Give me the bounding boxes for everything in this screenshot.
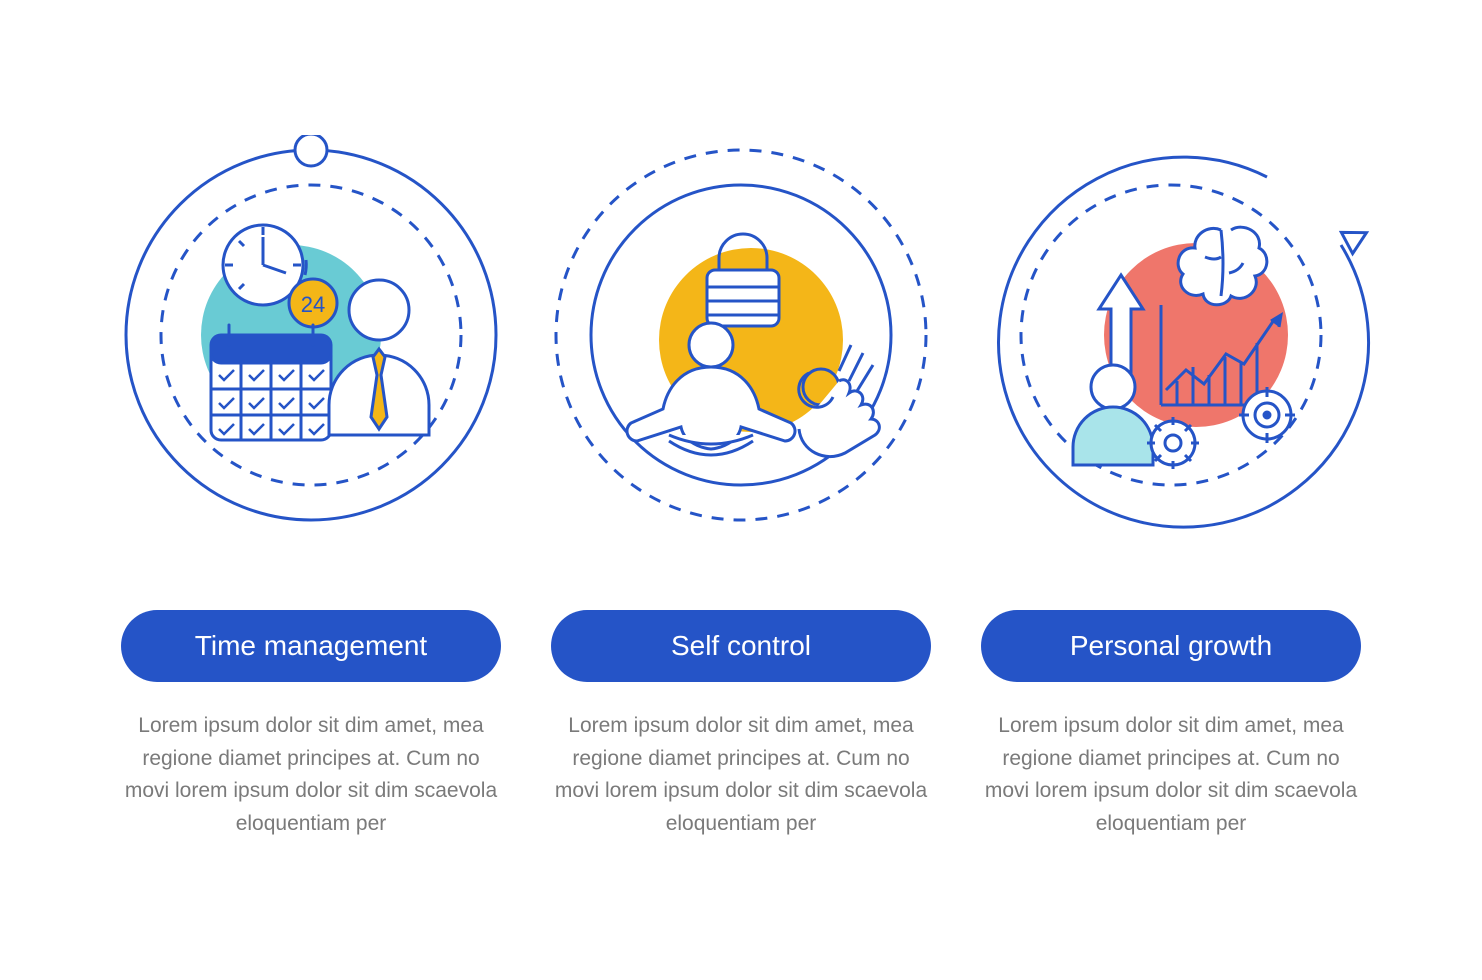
labels-row: Time management Lorem ipsum dolor sit di… (121, 610, 1361, 840)
pill-time-management: Time management (121, 610, 501, 682)
label-time-management: Time management Lorem ipsum dolor sit di… (121, 610, 501, 840)
badge-24: 24 (301, 292, 325, 317)
pill-title: Personal growth (1070, 630, 1272, 662)
infographic-container: 24 (0, 0, 1482, 980)
circle-self-control (551, 145, 931, 525)
pill-title: Self control (671, 630, 811, 662)
circle-time-management: 24 (121, 145, 501, 525)
pill-self-control: Self control (551, 610, 931, 682)
pill-personal-growth: Personal growth (981, 610, 1361, 682)
body-personal-growth: Lorem ipsum dolor sit dim amet, mea regi… (981, 710, 1361, 840)
label-self-control: Self control Lorem ipsum dolor sit dim a… (551, 610, 931, 840)
body-self-control: Lorem ipsum dolor sit dim amet, mea regi… (551, 710, 931, 840)
label-personal-growth: Personal growth Lorem ipsum dolor sit di… (981, 610, 1361, 840)
pill-title: Time management (195, 630, 427, 662)
circle-personal-growth (981, 145, 1361, 525)
body-time-management: Lorem ipsum dolor sit dim amet, mea regi… (121, 710, 501, 840)
circles-row: 24 (121, 100, 1361, 570)
